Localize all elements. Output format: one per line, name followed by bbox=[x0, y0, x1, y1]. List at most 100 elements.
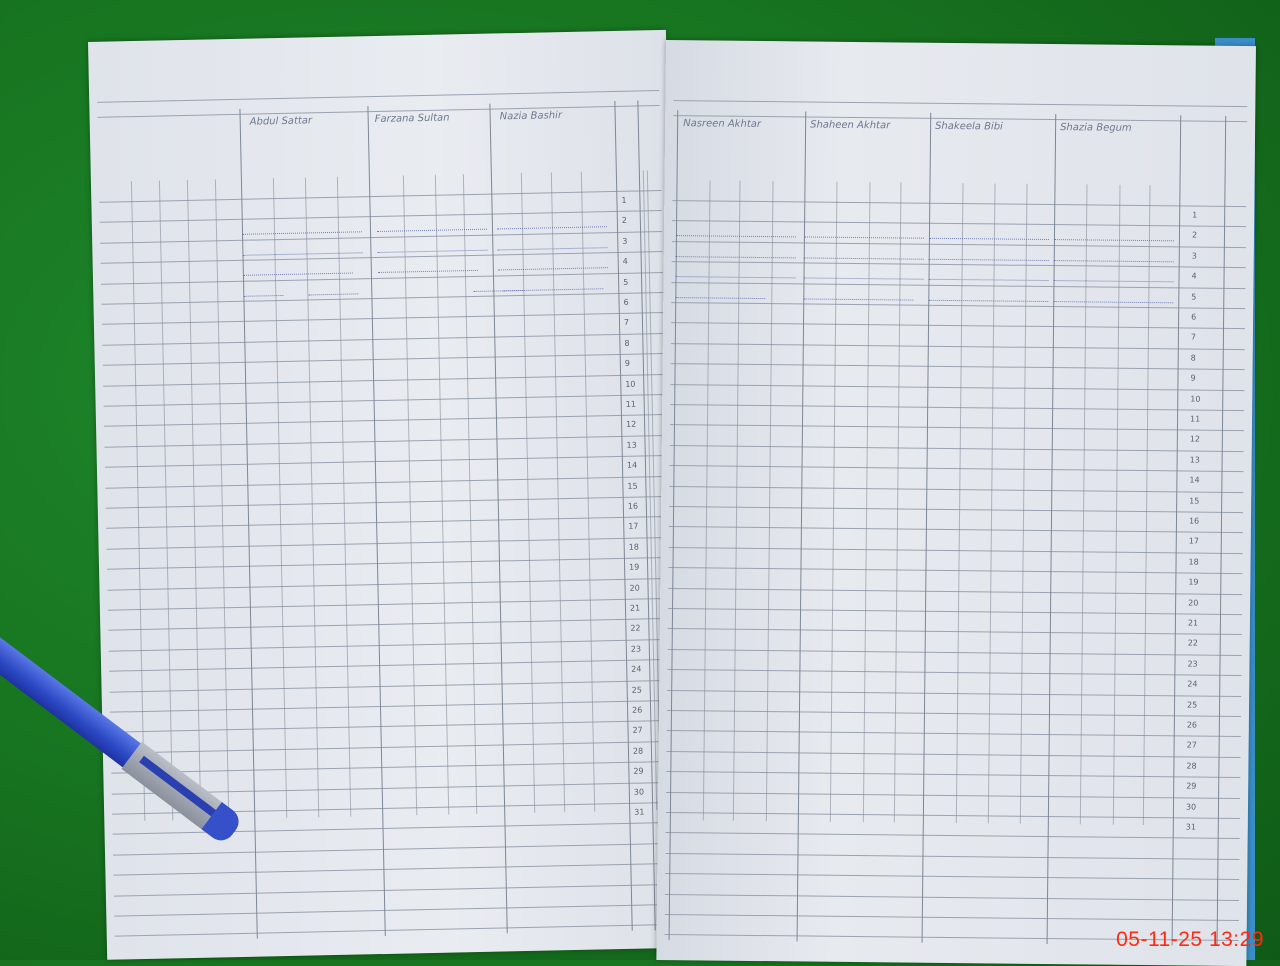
row-number: 27 bbox=[632, 725, 643, 736]
handwritten-entry bbox=[497, 236, 608, 251]
row-line bbox=[104, 455, 667, 468]
handwritten-entry bbox=[803, 226, 925, 240]
handwritten-entry bbox=[377, 260, 478, 274]
row-number: 1 bbox=[621, 195, 627, 205]
row-line bbox=[669, 424, 1244, 432]
row-line bbox=[113, 842, 675, 856]
row-number: 13 bbox=[626, 440, 637, 450]
handwritten-entry bbox=[803, 288, 914, 301]
handwritten-entry bbox=[928, 289, 1049, 302]
row-line bbox=[666, 710, 1241, 718]
row-number: 28 bbox=[1186, 761, 1197, 771]
column-name: Shakeela Bibi bbox=[935, 120, 1003, 133]
row-line bbox=[669, 444, 1244, 452]
row-number: 15 bbox=[1189, 496, 1200, 506]
row-number: 22 bbox=[1187, 638, 1198, 648]
row-number: 9 bbox=[1190, 373, 1196, 383]
handwritten-entry bbox=[1053, 270, 1174, 283]
row-line bbox=[667, 628, 1242, 636]
row-line bbox=[114, 903, 677, 917]
sub-column-line bbox=[130, 181, 146, 821]
row-number: 14 bbox=[626, 460, 638, 470]
row-line bbox=[110, 720, 673, 734]
row-line bbox=[668, 608, 1243, 616]
row-number: 19 bbox=[1188, 577, 1199, 587]
row-line bbox=[667, 689, 1242, 697]
row-number: 24 bbox=[631, 664, 642, 674]
handwritten-entry bbox=[308, 282, 359, 296]
row-number: 13 bbox=[1189, 455, 1200, 465]
row-number: 31 bbox=[634, 807, 645, 817]
row-line bbox=[667, 669, 1242, 677]
row-line bbox=[671, 302, 1246, 310]
row-number: 16 bbox=[627, 501, 639, 511]
header-rule bbox=[673, 100, 1248, 108]
row-line bbox=[103, 393, 666, 407]
handwritten-entry bbox=[928, 248, 1049, 261]
row-number: 25 bbox=[631, 685, 642, 695]
row-number: 25 bbox=[1187, 700, 1198, 710]
row-line bbox=[665, 893, 1240, 901]
row-number: 20 bbox=[629, 583, 640, 593]
row-line bbox=[101, 312, 664, 326]
row-number: 8 bbox=[624, 338, 630, 348]
row-number: 5 bbox=[1191, 292, 1197, 302]
row-line bbox=[665, 873, 1240, 881]
row-line bbox=[106, 536, 669, 550]
row-line bbox=[668, 587, 1243, 595]
row-line bbox=[111, 761, 674, 774]
left-page: Abdul Sattar Farzana Sultan Nazia Bashir 1 2… bbox=[88, 29, 686, 960]
row-line bbox=[670, 342, 1245, 350]
row-number: 28 bbox=[632, 746, 644, 756]
handwritten-entry bbox=[497, 257, 608, 271]
row-number: 27 bbox=[1186, 740, 1197, 750]
row-number: 7 bbox=[1190, 332, 1197, 342]
row-number: 30 bbox=[1185, 802, 1197, 812]
handwritten-entry bbox=[675, 225, 797, 238]
row-number: 21 bbox=[629, 603, 641, 613]
row-line bbox=[114, 924, 677, 938]
row-line bbox=[668, 526, 1243, 534]
row-line bbox=[664, 914, 1239, 922]
row-number: 10 bbox=[1190, 394, 1201, 404]
handwritten-entry bbox=[1053, 249, 1174, 263]
handwritten-entry bbox=[675, 266, 796, 279]
row-number: 29 bbox=[633, 766, 644, 776]
row-line bbox=[109, 659, 672, 672]
handwritten-entry bbox=[803, 267, 924, 280]
row-line bbox=[103, 373, 666, 387]
row-line bbox=[666, 750, 1241, 758]
column-name: Farzana Sultan bbox=[374, 112, 450, 126]
row-number: 23 bbox=[1187, 659, 1198, 669]
row-line bbox=[109, 679, 672, 693]
row-number: 12 bbox=[626, 419, 637, 430]
row-line bbox=[105, 475, 668, 489]
row-number: 6 bbox=[1191, 312, 1197, 322]
handwritten-entry bbox=[242, 242, 363, 256]
row-number: 26 bbox=[632, 705, 643, 715]
row-number: 11 bbox=[625, 399, 636, 409]
column-line bbox=[637, 100, 656, 931]
row-line bbox=[104, 414, 666, 428]
row-line bbox=[113, 863, 676, 876]
row-number: 15 bbox=[627, 481, 638, 491]
row-line bbox=[669, 465, 1244, 473]
row-number: 24 bbox=[1187, 679, 1198, 689]
handwritten-entry bbox=[928, 268, 1049, 282]
handwritten-entry bbox=[803, 247, 924, 260]
row-number: 9 bbox=[624, 358, 631, 369]
row-number: 17 bbox=[1188, 536, 1200, 546]
column-line bbox=[1216, 115, 1227, 946]
handwritten-entry bbox=[675, 245, 796, 259]
row-line bbox=[667, 648, 1242, 656]
row-number: 23 bbox=[630, 644, 642, 654]
row-line bbox=[110, 740, 673, 754]
photo-timestamp: 05-11-25 13:29 bbox=[1116, 928, 1264, 951]
row-number: 21 bbox=[1187, 618, 1199, 628]
row-line bbox=[101, 292, 664, 305]
row-line bbox=[99, 190, 662, 203]
row-number: 3 bbox=[622, 236, 628, 246]
column-line bbox=[614, 100, 633, 931]
row-number: 29 bbox=[1186, 781, 1197, 791]
row-line bbox=[668, 567, 1243, 575]
